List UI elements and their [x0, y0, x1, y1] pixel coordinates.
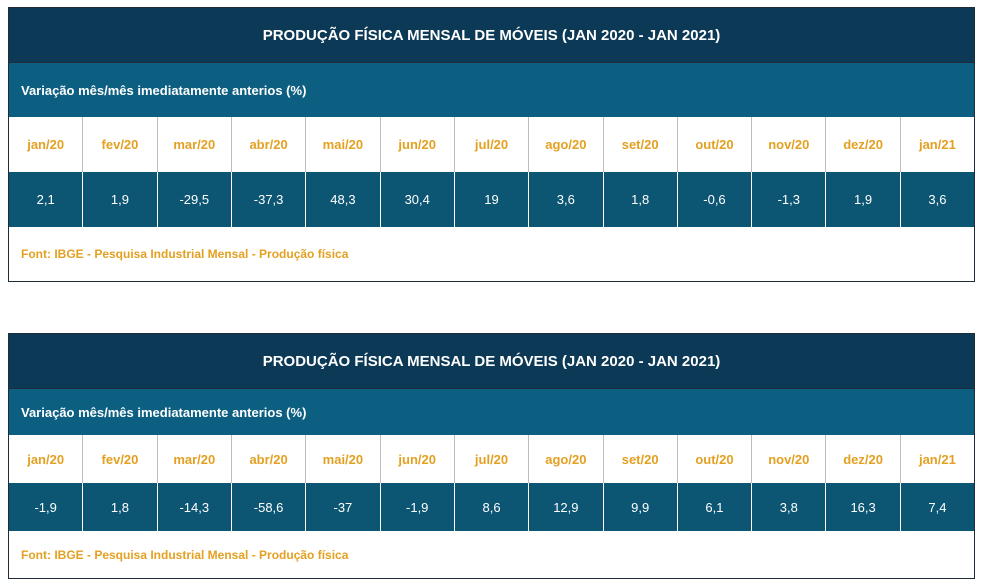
value-cell: 1,8 — [83, 483, 158, 531]
month-header: nov/20 — [752, 435, 827, 483]
value-cell: -1,9 — [380, 483, 455, 531]
source-note: Font: IBGE - Pesquisa Industrial Mensal … — [8, 227, 975, 282]
month-header: jan/20 — [8, 117, 84, 172]
value-cell: -37,3 — [231, 172, 307, 227]
month-header: set/20 — [603, 435, 678, 483]
value-cell: 2,1 — [8, 172, 84, 227]
month-header: dez/20 — [826, 117, 901, 172]
value-cell: 1,9 — [826, 172, 901, 227]
value-cell: 16,3 — [826, 483, 901, 531]
value-cell: -37 — [306, 483, 381, 531]
value-cell: 30,4 — [380, 172, 455, 227]
month-header: ago/20 — [529, 117, 604, 172]
source-note: Font: IBGE - Pesquisa Industrial Mensal … — [8, 531, 975, 579]
value-cell: 19 — [454, 172, 530, 227]
month-header: fev/20 — [83, 117, 158, 172]
month-header: jul/20 — [454, 435, 530, 483]
value-cell: 12,9 — [529, 483, 604, 531]
value-cell: 3,6 — [900, 172, 976, 227]
table-subtitle: Variação mês/mês imediatamente anterios … — [8, 63, 975, 117]
month-header: mar/20 — [157, 117, 232, 172]
value-cell: -1,9 — [8, 483, 84, 531]
value-cell: -29,5 — [157, 172, 232, 227]
value-cell: -14,3 — [157, 483, 232, 531]
month-header: mai/20 — [306, 117, 381, 172]
month-header: fev/20 — [83, 435, 158, 483]
month-header: abr/20 — [231, 117, 307, 172]
value-cell: -58,6 — [231, 483, 307, 531]
month-header: jun/20 — [380, 117, 455, 172]
months-header-row: jan/20 fev/20 mar/20 abr/20 mai/20 jun/2… — [8, 435, 976, 483]
month-header: ago/20 — [529, 435, 604, 483]
month-header: out/20 — [677, 117, 753, 172]
month-header: mai/20 — [306, 435, 381, 483]
value-cell: 1,8 — [603, 172, 678, 227]
month-header: jun/20 — [380, 435, 455, 483]
table-title: PRODUÇÃO FÍSICA MENSAL DE MÓVEIS (JAN 20… — [8, 333, 975, 389]
value-cell: 3,8 — [752, 483, 827, 531]
month-header: set/20 — [603, 117, 678, 172]
month-header: nov/20 — [752, 117, 827, 172]
table-block-1: PRODUÇÃO FÍSICA MENSAL DE MÓVEIS (JAN 20… — [8, 7, 976, 282]
value-cell: -1,3 — [752, 172, 827, 227]
value-cell: 3,6 — [529, 172, 604, 227]
month-header: jul/20 — [454, 117, 530, 172]
month-header: dez/20 — [826, 435, 901, 483]
value-cell: 6,1 — [677, 483, 753, 531]
value-cell: 1,9 — [83, 172, 158, 227]
table-block-2: PRODUÇÃO FÍSICA MENSAL DE MÓVEIS (JAN 20… — [8, 333, 976, 579]
month-header: jan/21 — [900, 117, 976, 172]
values-row: -1,9 1,8 -14,3 -58,6 -37 -1,9 8,6 12,9 9… — [8, 483, 976, 531]
month-header: jan/21 — [900, 435, 976, 483]
value-cell: 9,9 — [603, 483, 678, 531]
value-cell: 48,3 — [306, 172, 381, 227]
month-header: abr/20 — [231, 435, 307, 483]
value-cell: 7,4 — [900, 483, 976, 531]
month-header: out/20 — [677, 435, 753, 483]
months-header-row: jan/20 fev/20 mar/20 abr/20 mai/20 jun/2… — [8, 117, 976, 172]
table-title: PRODUÇÃO FÍSICA MENSAL DE MÓVEIS (JAN 20… — [8, 7, 975, 63]
value-cell: 8,6 — [454, 483, 530, 531]
month-header: mar/20 — [157, 435, 232, 483]
value-cell: -0,6 — [677, 172, 753, 227]
month-header: jan/20 — [8, 435, 84, 483]
values-row: 2,1 1,9 -29,5 -37,3 48,3 30,4 19 3,6 1,8… — [8, 172, 976, 227]
table-subtitle: Variação mês/mês imediatamente anterios … — [8, 389, 975, 435]
